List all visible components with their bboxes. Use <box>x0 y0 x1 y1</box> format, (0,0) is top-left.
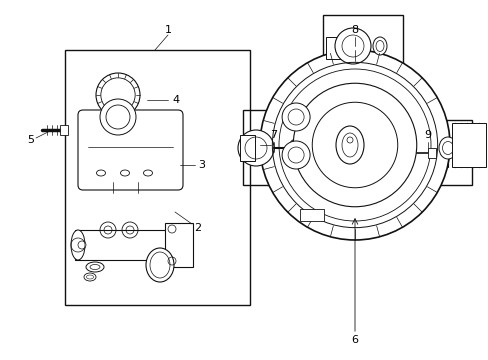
Circle shape <box>96 73 140 117</box>
FancyBboxPatch shape <box>78 110 183 190</box>
Text: 1: 1 <box>164 25 171 35</box>
Bar <box>65 50 249 305</box>
Text: 7: 7 <box>270 130 277 140</box>
Circle shape <box>293 83 416 207</box>
Circle shape <box>78 241 86 249</box>
Bar <box>427 148 435 158</box>
Bar <box>323 15 402 75</box>
Circle shape <box>260 50 449 240</box>
Text: 4: 4 <box>172 95 179 105</box>
Circle shape <box>282 141 309 169</box>
Text: 5: 5 <box>27 135 35 145</box>
Text: 9: 9 <box>424 130 431 140</box>
Ellipse shape <box>143 170 152 176</box>
Circle shape <box>312 102 397 188</box>
Circle shape <box>334 28 370 64</box>
Bar <box>75 230 184 260</box>
Text: 8: 8 <box>351 25 358 35</box>
Ellipse shape <box>86 262 104 272</box>
Circle shape <box>100 99 136 135</box>
Bar <box>325 37 343 59</box>
Ellipse shape <box>120 170 129 176</box>
Circle shape <box>282 103 309 131</box>
Ellipse shape <box>438 137 456 159</box>
Bar <box>451 123 485 167</box>
Bar <box>60 125 68 135</box>
Text: 6: 6 <box>351 335 358 345</box>
Ellipse shape <box>84 273 96 281</box>
Bar <box>240 135 254 161</box>
Ellipse shape <box>96 170 105 176</box>
Bar <box>399 120 471 185</box>
Ellipse shape <box>146 248 174 282</box>
Bar <box>300 210 324 221</box>
Bar <box>164 223 193 267</box>
Text: 2: 2 <box>194 223 201 233</box>
Text: 3: 3 <box>198 160 205 170</box>
Ellipse shape <box>372 37 386 55</box>
Circle shape <box>346 137 352 143</box>
Ellipse shape <box>288 139 303 157</box>
Bar <box>243 110 342 185</box>
Circle shape <box>238 130 273 166</box>
Ellipse shape <box>71 230 85 260</box>
Circle shape <box>279 69 430 221</box>
Ellipse shape <box>335 126 363 164</box>
